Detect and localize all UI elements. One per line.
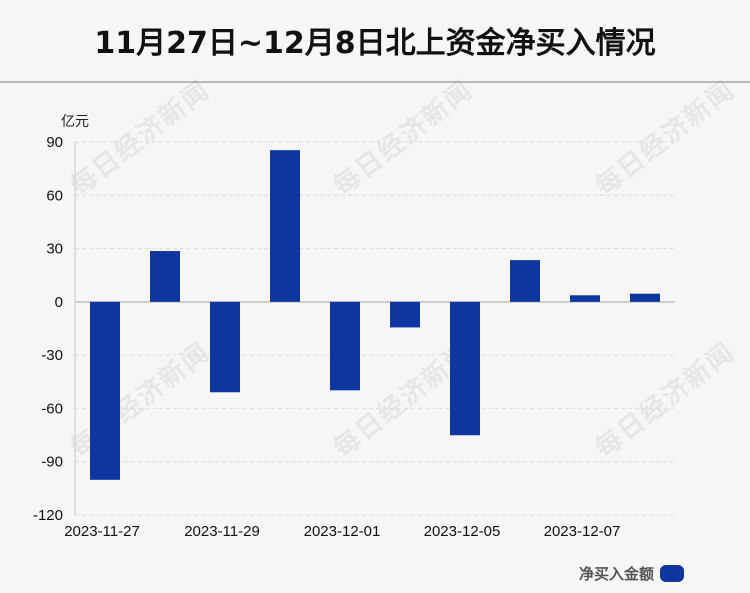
x-tick-label: 2023-12-07 — [544, 523, 621, 540]
y-tick-label: 90 — [46, 134, 63, 151]
bar — [510, 260, 540, 302]
bar — [630, 293, 660, 302]
bar — [390, 301, 420, 328]
bars — [90, 150, 660, 480]
chart-title: 11月27日~12月8日北上资金净买入情况 — [94, 26, 656, 61]
x-tick-label: 2023-11-27 — [64, 523, 140, 540]
bar — [270, 150, 300, 302]
y-tick-label: -120 — [33, 507, 63, 524]
title-divider — [0, 81, 750, 83]
x-tick-label: 2023-12-05 — [424, 523, 501, 540]
bar — [90, 301, 120, 480]
bar — [210, 301, 240, 393]
legend-swatch — [660, 565, 684, 582]
gridlines — [75, 141, 675, 516]
y-tick-label: -90 — [41, 454, 63, 471]
legend: 净买入金额 — [579, 563, 684, 584]
y-tick-label: 60 — [46, 187, 63, 204]
y-tick-label: -60 — [41, 400, 63, 417]
y-tick-label: -30 — [41, 347, 63, 364]
y-tick-label: 30 — [46, 241, 63, 258]
bar — [150, 251, 180, 302]
y-tick-label: 0 — [55, 294, 63, 311]
legend-label: 净买入金额 — [578, 565, 654, 583]
x-tick-label: 2023-11-29 — [184, 523, 260, 540]
bar — [330, 301, 360, 391]
axes — [74, 142, 675, 515]
y-axis-unit-label: 亿元 — [61, 114, 89, 130]
bar — [570, 295, 600, 302]
x-tick-label: 2023-12-01 — [304, 523, 381, 540]
bar — [450, 301, 480, 436]
